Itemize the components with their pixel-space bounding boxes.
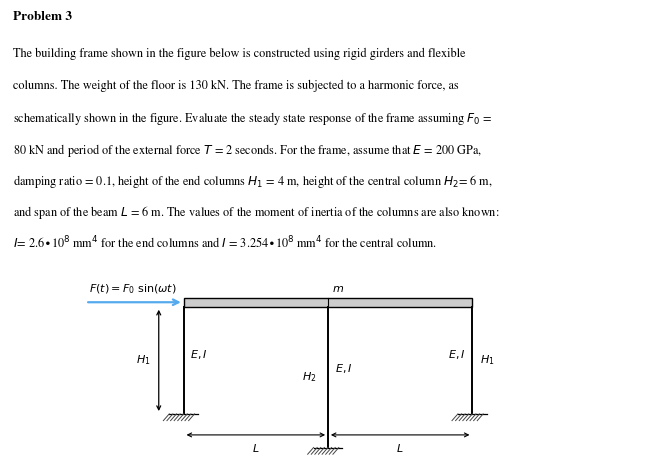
- Bar: [184, 298, 472, 307]
- Text: schematically shown in the figure. Evaluate the steady state response of the fra: schematically shown in the figure. Evalu…: [13, 110, 493, 127]
- Text: damping ratio = 0.1, height of the end columns $H_1$ = 4 m, height of the centra: damping ratio = 0.1, height of the end c…: [13, 173, 493, 190]
- Text: $E, I$: $E, I$: [448, 348, 466, 360]
- Text: Problem 3: Problem 3: [13, 11, 72, 23]
- Text: $H_2$: $H_2$: [302, 370, 316, 384]
- Text: $I$= 2.6$\bullet$10$^8$ mm$^4$ for the end columns and $I$ = 3.254$\bullet$10$^8: $I$= 2.6$\bullet$10$^8$ mm$^4$ for the e…: [13, 235, 438, 251]
- Text: $F(t) = F_0\ \sin(\omega t)$: $F(t) = F_0\ \sin(\omega t)$: [89, 282, 176, 296]
- Text: $E, I$: $E, I$: [335, 362, 352, 375]
- Text: and span of the beam $L$ = 6 m. The values of the moment of inertia of the colum: and span of the beam $L$ = 6 m. The valu…: [13, 204, 499, 221]
- Text: columns. The weight of the floor is 130 kN. The frame is subjected to a harmonic: columns. The weight of the floor is 130 …: [13, 79, 459, 92]
- Text: $H_1$: $H_1$: [480, 354, 495, 367]
- Text: $L$: $L$: [396, 442, 404, 454]
- Text: $L$: $L$: [252, 442, 260, 454]
- Text: $E, I$: $E, I$: [190, 348, 208, 360]
- Text: 80 kN and period of the external force $T$ = 2 seconds. For the frame, assume th: 80 kN and period of the external force $…: [13, 142, 482, 158]
- Text: The building frame shown in the figure below is constructed using rigid girders : The building frame shown in the figure b…: [13, 48, 466, 60]
- Text: $H_1$: $H_1$: [136, 354, 151, 367]
- Text: $m$: $m$: [332, 284, 344, 294]
